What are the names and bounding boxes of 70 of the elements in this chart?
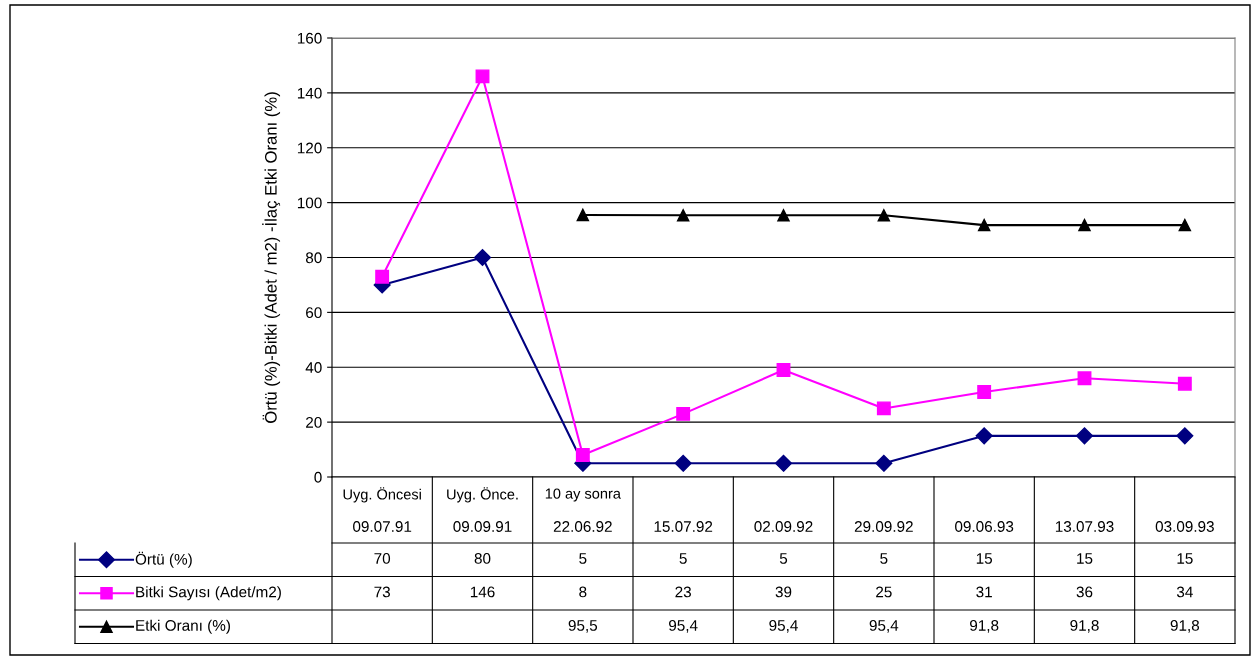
point xyxy=(1075,427,1094,445)
data-label: 39 xyxy=(775,586,792,598)
y-tick-label: 40 xyxy=(305,362,322,373)
data-label: 5 xyxy=(779,553,788,564)
y-tick-label: 60 xyxy=(306,307,322,319)
y-tick-label: 100 xyxy=(297,197,322,209)
data-label: 5 xyxy=(880,553,888,564)
data-label: 73 xyxy=(374,586,390,598)
data-label: 80 xyxy=(474,553,491,564)
x-tick-label: 15.07.92 xyxy=(654,521,713,532)
data-label: 146 xyxy=(470,586,495,598)
point xyxy=(473,248,492,267)
point xyxy=(1177,376,1192,391)
data-label: 8 xyxy=(579,586,587,598)
data-label: 95,4 xyxy=(669,620,698,633)
point xyxy=(576,208,590,222)
x-tick-label: 13.07.93 xyxy=(1055,521,1114,532)
data-label: 15 xyxy=(1177,553,1193,564)
data-label: 91,8 xyxy=(1070,620,1099,633)
point xyxy=(774,454,793,472)
point xyxy=(676,406,691,421)
x-tick-label: 29.09.92 xyxy=(854,521,913,532)
y-tick-label: 140 xyxy=(297,87,322,99)
point xyxy=(877,208,891,222)
point xyxy=(1176,427,1194,445)
point xyxy=(777,208,790,222)
y-tick-label: 0 xyxy=(314,471,322,483)
point xyxy=(876,401,891,416)
point xyxy=(977,218,991,232)
data-label: 5 xyxy=(579,553,587,564)
point xyxy=(1077,371,1092,386)
y-tick-label: 80 xyxy=(305,252,322,264)
y-tick-label: 120 xyxy=(297,142,322,154)
category-label: Uyg. Öncesi 09.07.91 xyxy=(343,487,421,532)
point xyxy=(776,363,791,377)
category-label: 10 ay sonra 22.06.92 xyxy=(545,488,621,532)
legend-label: Etki Oranı (%) xyxy=(136,619,230,634)
point xyxy=(975,427,993,445)
point xyxy=(1178,218,1192,232)
point xyxy=(375,269,390,284)
data-label: 15 xyxy=(976,553,993,564)
data-label: 95,4 xyxy=(769,620,798,633)
data-label: 36 xyxy=(1076,586,1093,598)
data-label: 23 xyxy=(675,586,691,598)
point xyxy=(676,208,690,222)
data-label: 34 xyxy=(1176,586,1193,598)
category-label: Uyg. Önce. 09.09.91 xyxy=(447,487,518,532)
x-tick-label: 02.09.92 xyxy=(754,521,813,532)
data-label: 31 xyxy=(976,586,992,598)
legend-label: Örtü (%) xyxy=(135,551,192,568)
data-label: 91,8 xyxy=(970,620,999,633)
data-label: 95,4 xyxy=(869,620,899,633)
data-label: 5 xyxy=(679,553,687,564)
data-label: 70 xyxy=(374,553,391,564)
data-label: 15 xyxy=(1077,553,1093,564)
data-label: 95,5 xyxy=(568,620,598,633)
data-label: 91,8 xyxy=(1170,620,1200,633)
point xyxy=(475,69,490,84)
x-tick-label: 09.06.93 xyxy=(955,521,1014,532)
x-tick-label: 03.09.93 xyxy=(1155,521,1214,532)
point xyxy=(977,384,992,399)
legend-label: Bitki Sayısı (Adet/m2) xyxy=(136,586,281,601)
point xyxy=(1078,218,1091,232)
point xyxy=(674,454,692,472)
point xyxy=(575,448,590,462)
y-tick-label: 20 xyxy=(306,416,322,428)
y-tick-label: 160 xyxy=(297,32,322,44)
data-label: 25 xyxy=(876,586,892,598)
point xyxy=(875,454,893,472)
y-axis-title: Örtü (%)-Bitki (Adet / m2) -İlaç Etki Oranı (%) xyxy=(262,92,281,423)
